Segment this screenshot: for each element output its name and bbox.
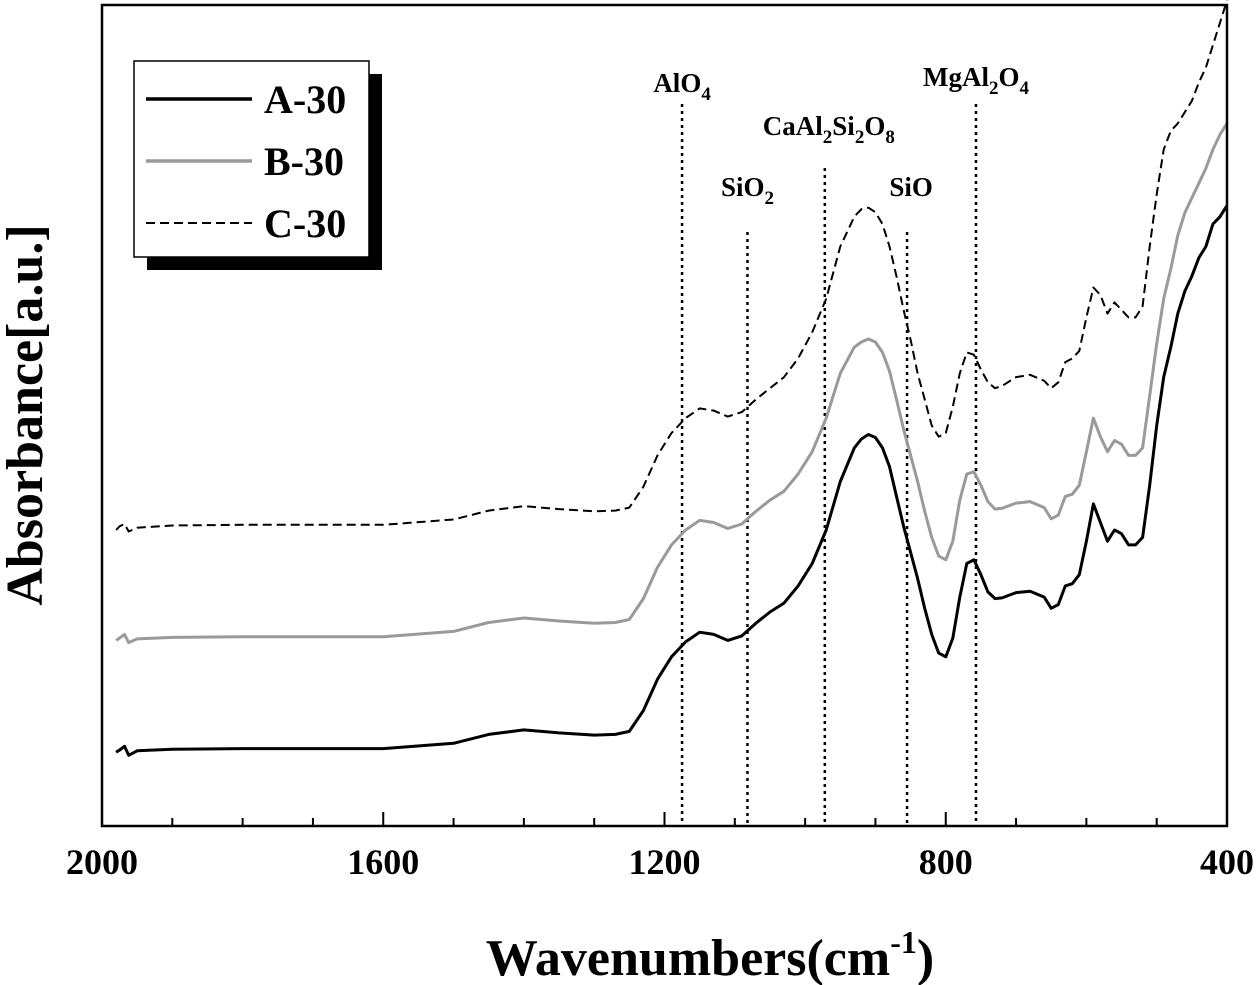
reference-label: AlO4 (653, 68, 711, 105)
series-line-a-30 (115, 204, 1229, 757)
x-axis-title-main: Wavenumbers(cm (486, 930, 890, 985)
reference-label-text: AlO (653, 68, 701, 98)
reference-label-text: O (998, 62, 1019, 92)
legend-box (133, 60, 370, 258)
reference-label-text: CaAl (763, 111, 823, 141)
legend-label-c-30: C-30 (264, 201, 346, 246)
x-axis-ticks: 2000 1600 1200 800 400 (66, 812, 1254, 882)
series-line-b-30 (115, 122, 1229, 645)
reference-label: SiO2 (721, 172, 774, 209)
y-axis-title: Absorbance[a.u.] (0, 224, 54, 605)
reference-label-subscript: 2 (855, 127, 865, 148)
reference-label-subscript: 2 (823, 127, 833, 148)
series-lines (115, 0, 1229, 757)
reference-label-subscript: 2 (764, 188, 774, 209)
reference-lines (680, 104, 978, 826)
x-tick-label: 400 (1200, 842, 1254, 882)
reference-label-text: SiO (721, 172, 765, 202)
reference-label: SiO (889, 172, 933, 202)
reference-label-subscript: 8 (885, 127, 895, 148)
x-axis-title-sup: -1 (890, 924, 917, 960)
reference-label-subscript: 4 (701, 84, 711, 105)
x-tick-label: 2000 (66, 842, 138, 882)
legend: A-30 B-30 C-30 (133, 60, 382, 270)
series-line-c-30 (115, 0, 1228, 533)
reference-label-text: Si (832, 111, 855, 141)
reference-label-subscript: 2 (989, 78, 999, 99)
legend-label-b-30: B-30 (264, 139, 344, 184)
legend-label-a-30: A-30 (264, 77, 346, 122)
reference-label-subscript: 4 (1019, 78, 1029, 99)
reference-label-text: MgAl (923, 62, 989, 92)
reference-label: CaAl2Si2O8 (763, 111, 895, 148)
reference-label: MgAl2O4 (923, 62, 1030, 99)
x-axis-title-close: ) (917, 930, 934, 985)
reference-label-text: SiO (889, 172, 933, 202)
x-tick-label: 1200 (629, 842, 701, 882)
x-tick-label: 800 (919, 842, 973, 882)
x-tick-label: 1600 (347, 842, 419, 882)
x-axis-title: Wavenumbers(cm-1) (486, 924, 934, 985)
reference-label-text: O (864, 111, 885, 141)
